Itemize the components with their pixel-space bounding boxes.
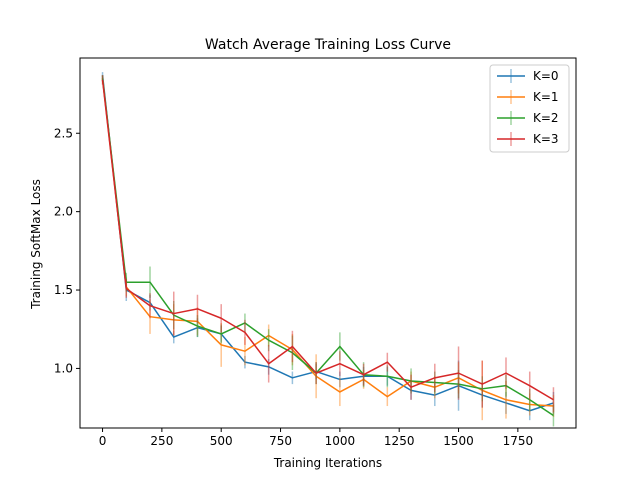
y-tick-label: 2.0 — [54, 205, 73, 219]
y-axis-label: Training SoftMax Loss — [29, 179, 43, 310]
legend-item: K=1 — [497, 90, 559, 104]
legend-label: K=1 — [533, 90, 559, 104]
x-tick-label: 250 — [150, 434, 173, 448]
x-axis: 0 250 500 750 1000 1250 1500 1750 — [99, 428, 533, 448]
legend-box — [489, 64, 570, 153]
series-line — [101, 75, 554, 412]
axes-frame — [79, 57, 577, 429]
y-tick-label: 1.5 — [54, 283, 73, 297]
x-tick-label: 1750 — [503, 434, 534, 448]
series-layer — [101, 72, 555, 427]
legend-item: K=0 — [497, 69, 559, 83]
legend-item: K=3 — [497, 132, 559, 146]
y-tick-label: 1.0 — [54, 361, 73, 375]
series-line — [101, 78, 554, 417]
x-tick-label: 1000 — [325, 434, 356, 448]
series-k-0 — [101, 72, 555, 421]
x-tick-label: 1500 — [443, 434, 474, 448]
legend-item: K=2 — [497, 111, 559, 125]
y-tick-label: 2.5 — [54, 126, 73, 140]
plot-area: 0 250 500 750 1000 1250 1500 1750 1.0 1.5 2.0 2.5 — [54, 57, 577, 448]
x-axis-label: Training Iterations — [273, 456, 382, 470]
x-tick-label: 1250 — [384, 434, 415, 448]
x-tick-label: 0 — [99, 434, 107, 448]
x-tick-label: 500 — [210, 434, 233, 448]
legend-label: K=0 — [533, 69, 559, 83]
series-k-2 — [101, 75, 555, 427]
y-axis: 1.0 1.5 2.0 2.5 — [54, 126, 80, 375]
legend-label: K=3 — [533, 132, 559, 146]
series-line — [101, 79, 554, 401]
chart-title: Watch Average Training Loss Curve — [205, 37, 451, 53]
legend: K=0 K=1 K=2 K=3 — [489, 64, 570, 153]
series-k-3 — [101, 75, 555, 413]
x-tick-label: 750 — [269, 434, 292, 448]
legend-label: K=2 — [533, 111, 559, 125]
